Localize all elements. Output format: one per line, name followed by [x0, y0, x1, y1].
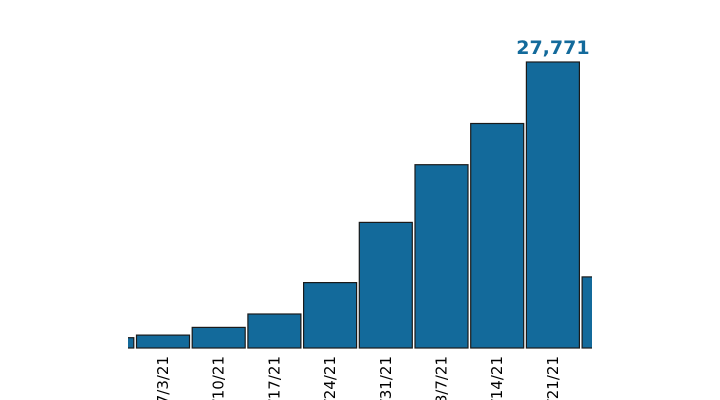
x-tick-label: 7/31/21	[377, 356, 395, 400]
bar-7-31-21	[358, 221, 413, 349]
bar-partial-trailing	[581, 276, 592, 349]
bar-8-14-21	[470, 122, 525, 349]
x-tick-label: 7/10/21	[210, 356, 228, 400]
x-tick-label: 8/7/21	[433, 356, 451, 400]
bar-7-3-21	[135, 334, 191, 349]
x-tick-label: 7/24/21	[321, 356, 339, 400]
data-label: 27,771	[516, 37, 589, 59]
x-tick-label: 8/21/21	[544, 356, 562, 400]
bar-8-21-21	[525, 61, 581, 349]
bar-7-10-21	[191, 326, 246, 349]
bars-layer	[128, 61, 592, 349]
x-tick-label: 7/3/21	[154, 356, 172, 400]
x-tick-label: 8/14/21	[488, 356, 506, 400]
bar-partial-leading	[128, 337, 135, 349]
x-tick-labels: 7/3/21 7/10/21 7/17/21 7/24/21 7/31/21 8/7/21…	[154, 356, 562, 400]
data-labels: 27,771	[516, 37, 589, 59]
bar-8-7-21	[414, 164, 469, 349]
bar-7-17-21	[247, 313, 302, 349]
x-tick-label: 7/17/21	[265, 356, 283, 400]
bar-7-24-21	[303, 282, 358, 349]
